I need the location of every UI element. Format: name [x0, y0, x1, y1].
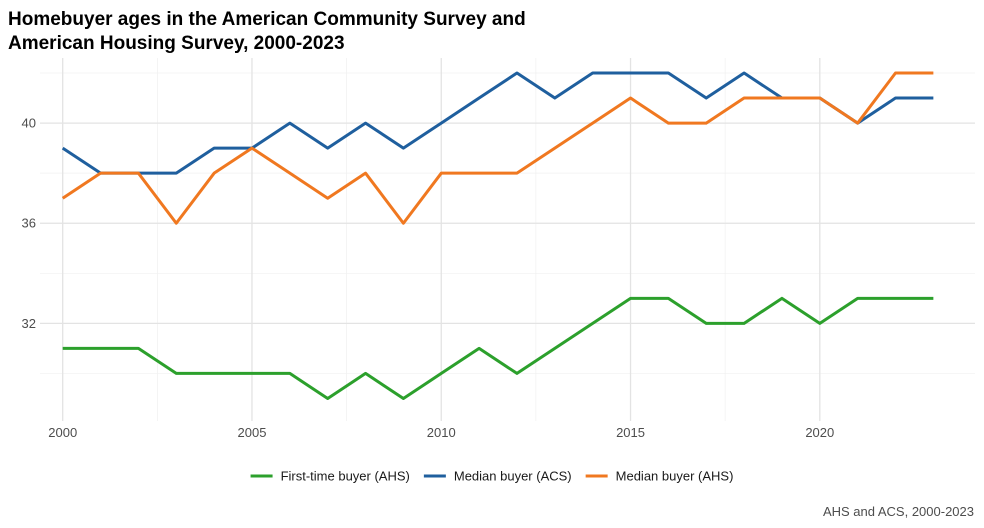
y-tick-label-40: 40 [22, 116, 36, 131]
title-line-1: Homebuyer ages in the American Community… [8, 9, 526, 30]
x-axis-tick-labels: 2000 2005 2010 2015 2020 [48, 425, 834, 440]
x-tick-label-2010: 2010 [427, 425, 456, 440]
legend: First-time buyer (AHS) Median buyer (ACS)… [250, 469, 734, 484]
series-lines [61, 71, 934, 400]
title-line-2: American Housing Survey, 2000-2023 [8, 33, 345, 54]
y-tick-label-32: 32 [22, 316, 36, 331]
x-tick-label-2020: 2020 [805, 425, 834, 440]
chart-title: Homebuyer ages in the American Community… [8, 9, 526, 54]
y-axis-tick-labels: 32 36 40 [22, 116, 36, 331]
legend-label-1: First-time buyer (AHS) [281, 469, 410, 484]
y-tick-label-36: 36 [22, 216, 36, 231]
legend-label-2: Median buyer (ACS) [454, 469, 572, 484]
x-tick-label-2000: 2000 [48, 425, 77, 440]
series-line-1 [62, 296, 934, 400]
x-tick-label-2015: 2015 [616, 425, 645, 440]
x-tick-label-2005: 2005 [238, 425, 267, 440]
series-line-3 [61, 71, 934, 225]
legend-label-3: Median buyer (AHS) [616, 469, 734, 484]
caption: AHS and ACS, 2000-2023 [823, 504, 974, 519]
